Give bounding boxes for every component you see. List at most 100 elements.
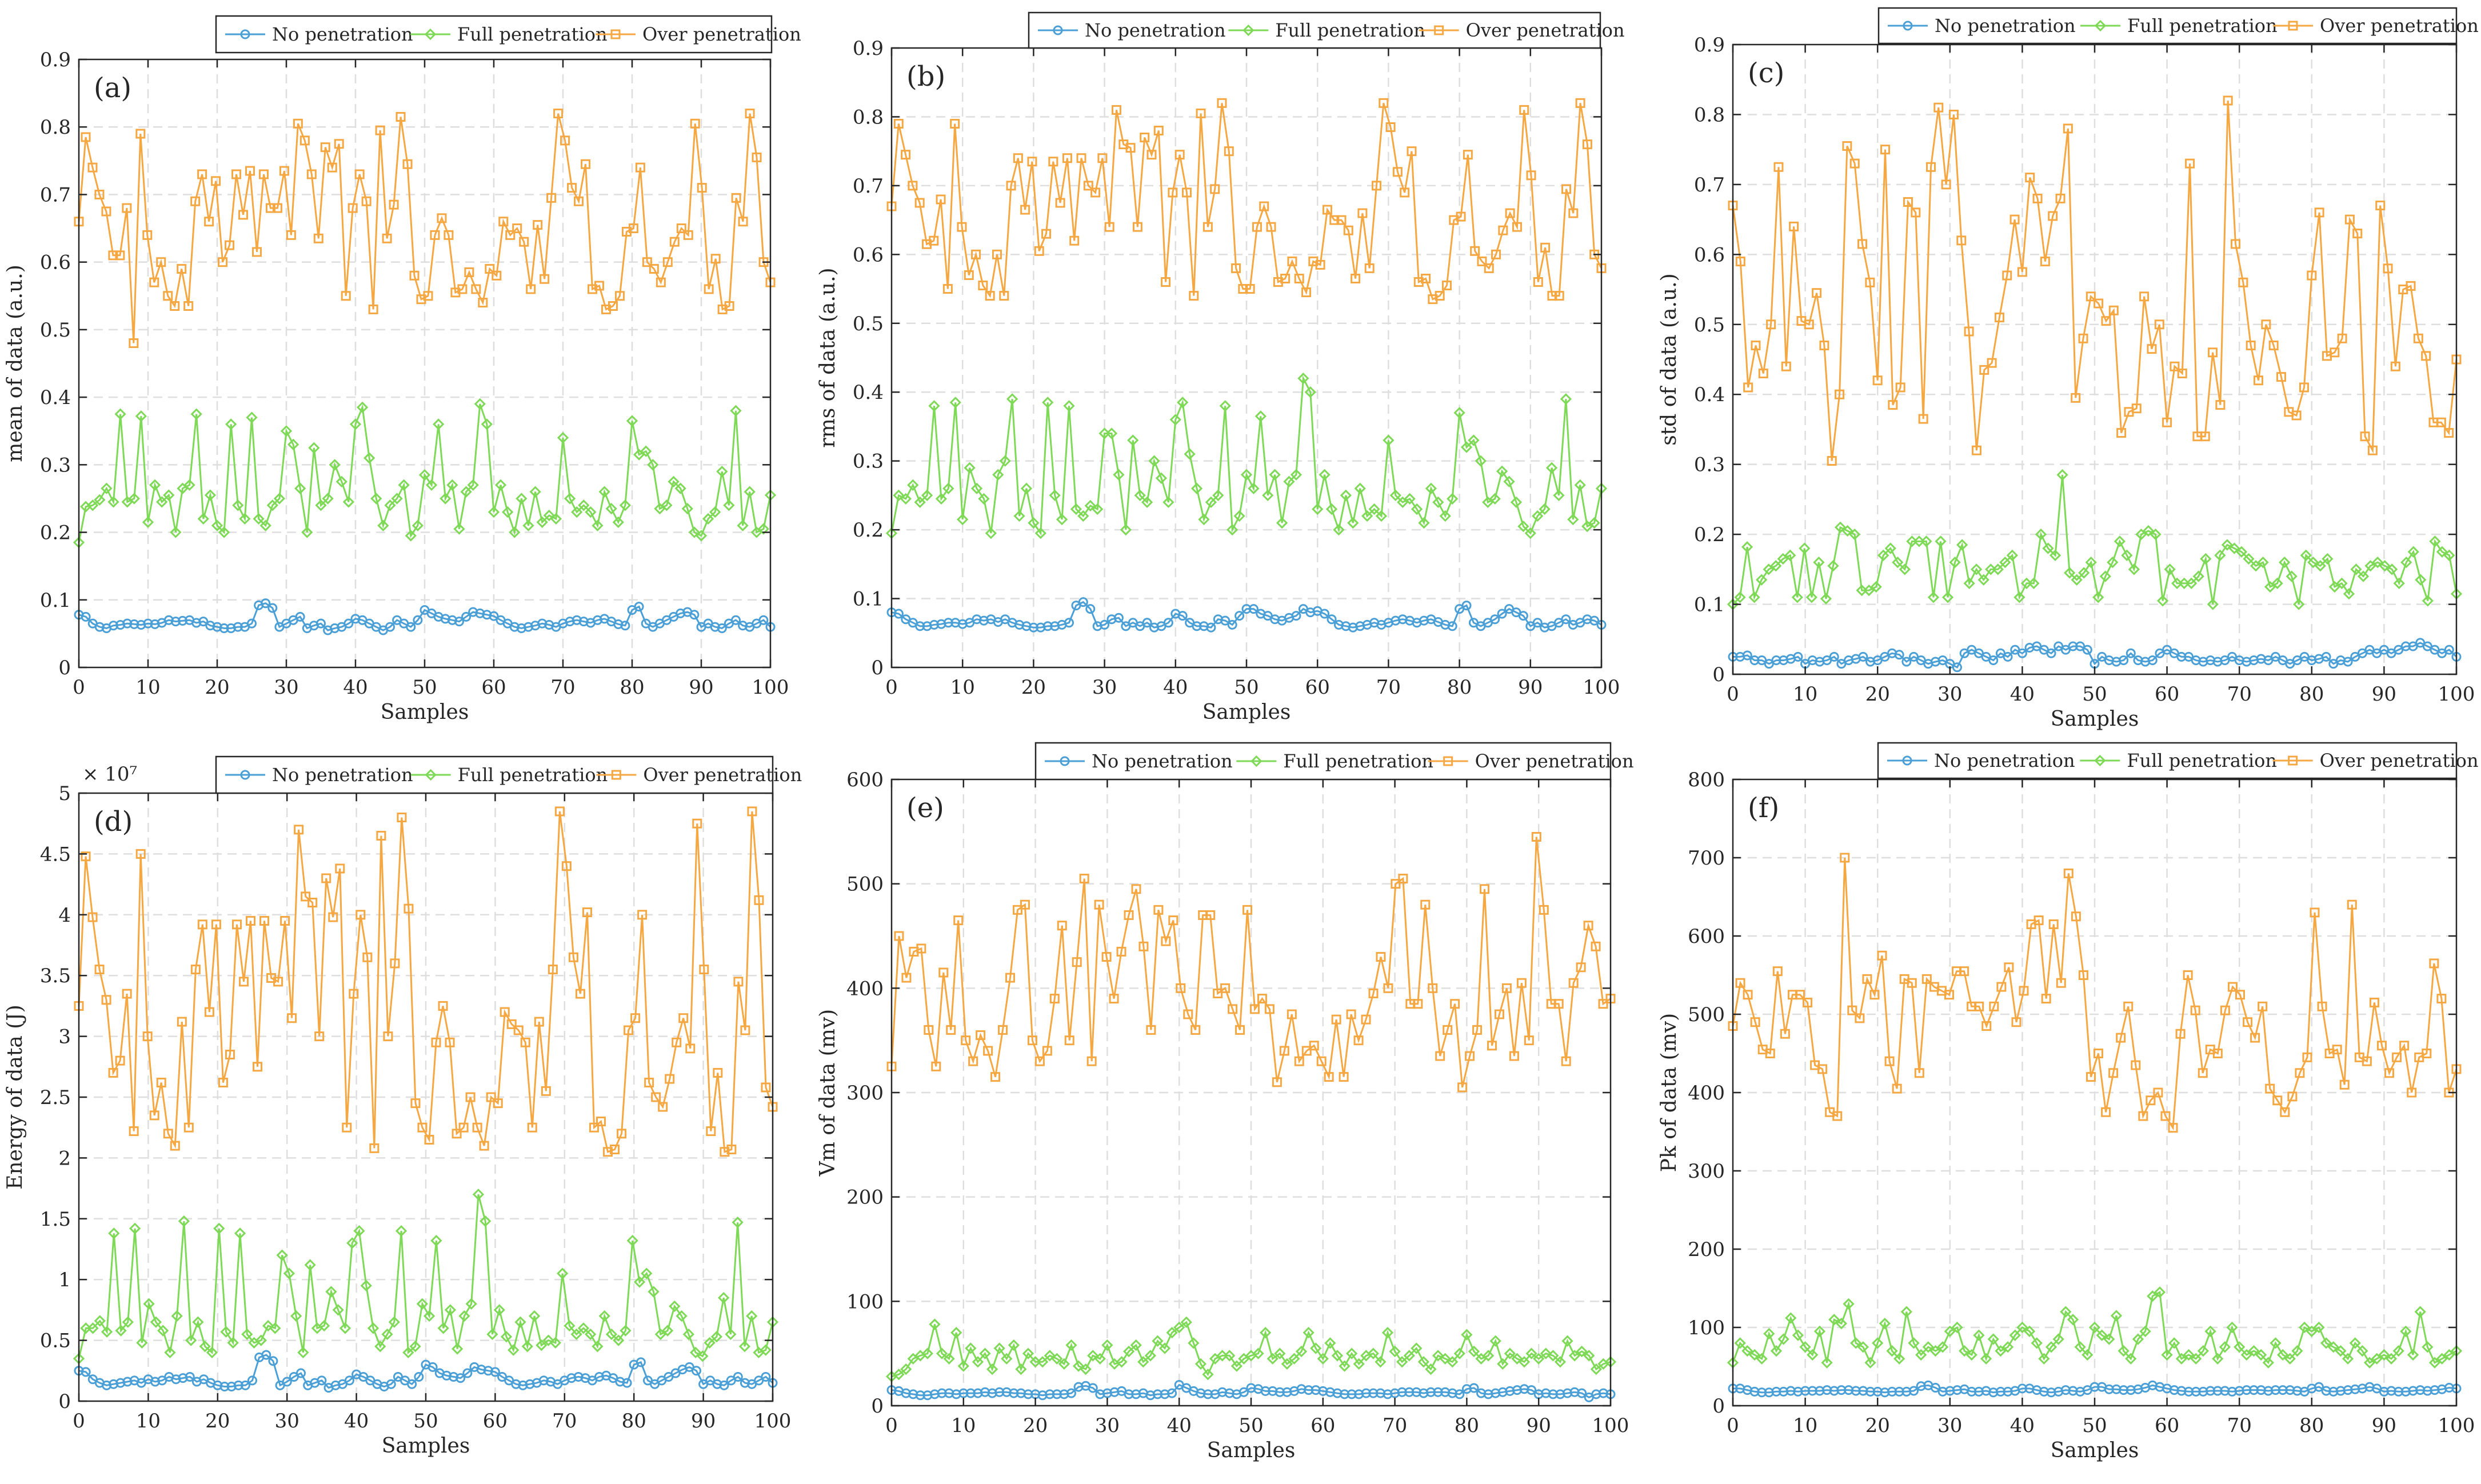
data-point	[1076, 153, 1086, 163]
data-point	[1789, 221, 1799, 231]
data-point	[431, 1037, 441, 1047]
y-tick-label: 0	[871, 657, 884, 679]
data-point	[1274, 1347, 1286, 1359]
data-point	[199, 1341, 211, 1353]
y-tick-label: 800	[1688, 769, 1725, 791]
data-point	[109, 621, 118, 631]
y-tick-label: 0	[871, 1395, 884, 1418]
legend-item-over-penetration: Over penetration	[1419, 19, 1625, 41]
data-point	[634, 602, 644, 612]
data-point	[232, 499, 244, 511]
data-point	[1457, 1082, 1468, 1093]
data-point	[710, 1331, 723, 1343]
data-point	[1886, 1345, 1898, 1357]
legend: No penetration Full penetration Over penet…	[1034, 742, 1634, 781]
data-point	[536, 516, 548, 528]
series-full-penetration	[1727, 1286, 2463, 1369]
data-point	[2250, 1033, 2260, 1043]
data-point	[308, 442, 320, 454]
data-point	[1979, 365, 1989, 375]
data-point	[2436, 546, 2448, 558]
data-point	[985, 527, 997, 539]
legend-marker	[1443, 756, 1453, 766]
data-point	[1526, 170, 1536, 181]
data-point	[1491, 249, 1501, 259]
data-point	[1255, 410, 1267, 422]
data-point	[668, 475, 680, 488]
data-point	[1858, 651, 1868, 662]
data-point	[720, 1147, 730, 1157]
data-point	[2238, 277, 2248, 287]
data-point	[1888, 400, 1898, 410]
data-point	[1127, 434, 1139, 446]
data-point	[2048, 211, 2058, 221]
data-point	[1963, 577, 1975, 589]
data-point	[1389, 1345, 1401, 1358]
data-point	[164, 1346, 176, 1359]
data-point	[1367, 1347, 1379, 1359]
y-tick-label: 0.8	[853, 106, 884, 129]
legend-item-no-penetration: No penetration	[1887, 750, 2075, 771]
y-tick-label: 200	[1688, 1238, 1725, 1261]
data-point	[1468, 434, 1480, 446]
data-point	[2116, 1033, 2126, 1043]
data-point	[1483, 1350, 1495, 1362]
data-point	[1533, 277, 1543, 287]
data-point	[2071, 393, 2081, 403]
data-point	[1999, 556, 2011, 569]
data-point	[2123, 1001, 2134, 1011]
legend-label: Over penetration	[1466, 19, 1625, 41]
data-point	[1758, 368, 1768, 378]
data-point	[1505, 208, 1515, 218]
data-point	[979, 1347, 991, 1359]
data-point	[1295, 1345, 1308, 1358]
data-point	[416, 1298, 428, 1310]
data-point	[936, 1347, 948, 1359]
data-point	[1820, 593, 1832, 605]
data-point	[554, 806, 565, 817]
data-point	[1162, 496, 1174, 509]
data-point	[950, 118, 960, 129]
series-line	[78, 1194, 774, 1359]
data-point	[1540, 242, 1551, 253]
data-point	[1049, 489, 1061, 502]
data-point	[1504, 1347, 1516, 1359]
data-point	[1113, 613, 1124, 623]
data-point	[745, 109, 755, 119]
data-point	[204, 489, 217, 501]
data-point	[2147, 1290, 2159, 1302]
data-point	[107, 496, 119, 508]
data-point	[81, 1367, 91, 1377]
data-point	[540, 274, 550, 284]
data-point	[2255, 1349, 2267, 1361]
data-point	[1482, 496, 1494, 509]
data-point	[135, 129, 146, 139]
data-point	[2088, 1321, 2101, 1334]
data-point	[2328, 581, 2341, 593]
data-point	[1055, 198, 1065, 208]
data-point	[564, 493, 576, 505]
data-point	[1132, 222, 1142, 232]
data-point	[1977, 574, 1989, 586]
data-point	[1086, 1056, 1097, 1066]
data-point	[2094, 298, 2104, 309]
data-point	[1735, 978, 1745, 988]
data-point	[1911, 207, 1921, 218]
x-tick-label: 0	[73, 1410, 85, 1433]
x-tick-label: 50	[412, 676, 437, 699]
x-axis-label: Samples	[1207, 1439, 1296, 1462]
data-point	[2135, 528, 2147, 541]
data-point	[453, 523, 465, 535]
legend-label: Full penetration	[1275, 19, 1425, 41]
data-point	[1463, 150, 1473, 160]
data-point	[614, 291, 625, 301]
data-point	[527, 1122, 537, 1133]
panel-label: (d)	[94, 806, 133, 838]
data-point	[245, 915, 255, 926]
series-over-penetration	[1728, 853, 2462, 1133]
data-point	[2265, 1083, 2275, 1094]
data-point	[2415, 574, 2427, 586]
data-point	[382, 233, 392, 243]
legend-marker	[1060, 756, 1070, 766]
x-tick-label: 70	[1376, 676, 1401, 699]
